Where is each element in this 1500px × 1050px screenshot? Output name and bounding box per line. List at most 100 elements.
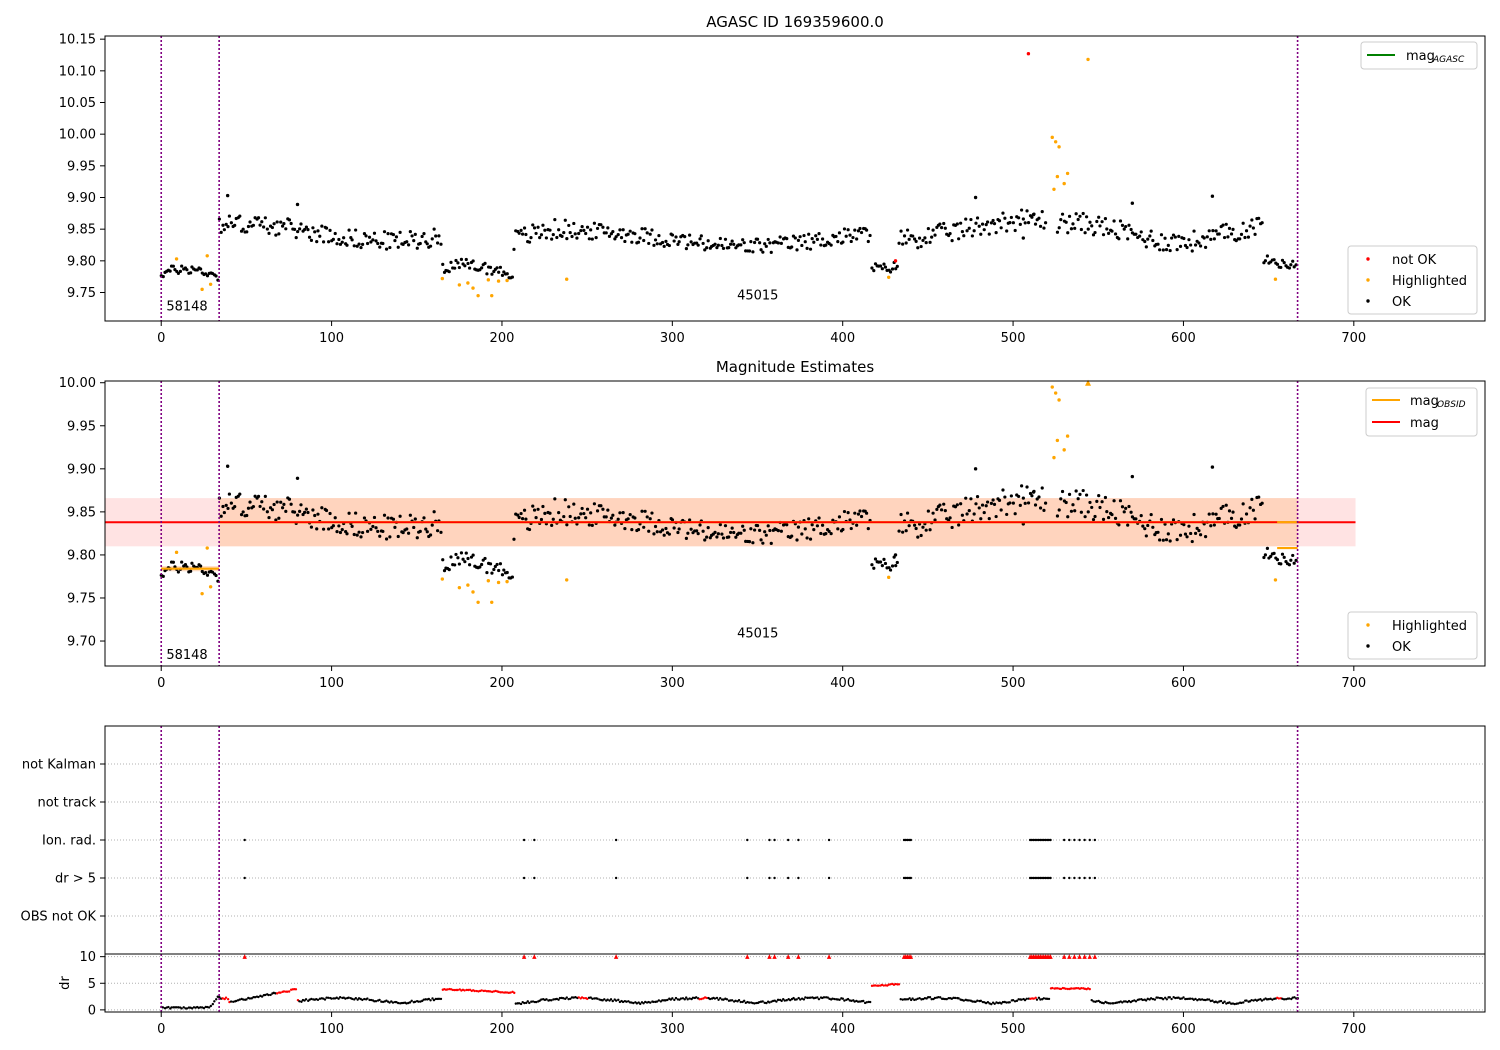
- ok-point: [478, 565, 482, 569]
- panel2-xtick-label: 500: [1001, 676, 1026, 691]
- ok-point: [224, 222, 228, 226]
- ok-point: [887, 566, 891, 570]
- ok-point: [776, 241, 780, 245]
- ok-point: [388, 535, 392, 539]
- ok-point: [753, 240, 757, 245]
- ok-point: [652, 243, 656, 247]
- ok-point: [1011, 221, 1015, 225]
- ok-point: [1224, 503, 1228, 507]
- ok-point: [1251, 508, 1255, 512]
- ok-point: [819, 243, 823, 247]
- dr-not-ok-point: [287, 990, 291, 993]
- ok-point: [749, 527, 753, 531]
- panel2-xtick-label: 400: [830, 676, 855, 691]
- ok-point: [204, 570, 208, 575]
- ok-point: [866, 239, 870, 244]
- ok-point: [1064, 500, 1068, 505]
- dr-not-ok-point: [577, 996, 580, 999]
- ok-point: [298, 509, 302, 513]
- panel4-xtick-label: 700: [1341, 1022, 1366, 1037]
- ok-point: [432, 227, 436, 231]
- ok-point: [1151, 525, 1155, 529]
- dr-not-ok-point: [282, 990, 286, 993]
- ok-point: [732, 242, 736, 246]
- ok-point: [964, 217, 968, 221]
- ok-point: [858, 509, 862, 513]
- dr-not-ok-point: [473, 989, 476, 993]
- ok-point: [587, 523, 591, 527]
- ok-point: [962, 234, 966, 238]
- dr-not-ok-point: [453, 988, 456, 992]
- panel2-ytick-label: 9.95: [67, 419, 96, 434]
- ok-point: [357, 530, 361, 534]
- ok-point: [1221, 223, 1225, 227]
- ok-point: [959, 221, 963, 225]
- dr-ok-point: [1153, 998, 1157, 1001]
- dr-ok-point: [218, 995, 221, 999]
- ok-point: [980, 503, 985, 507]
- dr-not-ok-point: [451, 988, 454, 992]
- ok-point: [371, 524, 375, 529]
- ok-point: [352, 244, 356, 248]
- ion-rad-flag: [1034, 838, 1037, 842]
- dr-ok-point: [417, 1000, 420, 1003]
- ok-point: [1057, 226, 1061, 230]
- ion-rad-flag: [1062, 838, 1066, 842]
- dr-ok-point: [408, 1001, 412, 1004]
- dr-ok-point: [901, 998, 904, 1001]
- ok-point: [367, 235, 372, 239]
- ok-point: [579, 229, 583, 233]
- ok-point: [497, 270, 501, 274]
- ok-point: [459, 257, 464, 261]
- ok-point: [584, 516, 588, 520]
- dr-ok-point: [661, 999, 664, 1002]
- highlighted-point: [440, 276, 445, 281]
- dr-clipped-marker: [532, 954, 537, 959]
- ok-point: [577, 516, 581, 520]
- ok-point: [309, 238, 314, 243]
- legend-box: [1347, 245, 1478, 315]
- ok-point: [718, 522, 722, 527]
- dr-ok-point: [926, 996, 930, 999]
- dr-ok-point: [954, 996, 957, 1000]
- dr-ok-point: [1141, 998, 1144, 1002]
- ok-point: [548, 228, 552, 232]
- ok-point: [287, 218, 292, 222]
- highlighted-point: [457, 585, 462, 590]
- dr-ok-point: [862, 999, 865, 1003]
- ok-point: [713, 530, 717, 534]
- ok-point: [878, 264, 883, 268]
- ok-point: [1055, 514, 1060, 518]
- ok-point: [1207, 229, 1211, 233]
- ok-point: [490, 272, 494, 276]
- ok-point: [805, 536, 809, 540]
- ok-point: [1084, 493, 1089, 497]
- ok-point: [391, 232, 396, 237]
- dr-ok-point: [865, 1001, 868, 1004]
- ok-point: [1183, 532, 1188, 536]
- ok-point: [337, 524, 341, 528]
- dr-ok-point: [535, 1000, 538, 1004]
- panel4-ytick-label: 0: [88, 1003, 96, 1018]
- ok-point: [997, 219, 1002, 223]
- ok-point: [1203, 245, 1208, 249]
- dr-ok-point: [718, 997, 722, 1000]
- dr-ok-point: [639, 1002, 642, 1006]
- panel1-xtick-label: 200: [490, 331, 515, 346]
- dr-ok-point: [990, 1002, 993, 1006]
- ok-point: [1221, 504, 1225, 509]
- ok-point: [461, 557, 465, 561]
- ok-point: [972, 512, 976, 516]
- ok-point: [1083, 515, 1087, 519]
- panel1-xtick-label: 600: [1171, 331, 1196, 346]
- ok-point: [1287, 266, 1292, 270]
- ok-point: [1263, 259, 1267, 263]
- ion-rad-flag: [1037, 838, 1040, 842]
- ok-point: [439, 530, 443, 534]
- ok-point: [324, 508, 329, 513]
- ok-point: [766, 237, 770, 242]
- ion-rad-flag: [1078, 838, 1081, 842]
- dr-gt-5-flag: [768, 876, 771, 880]
- ok-point: [755, 237, 760, 241]
